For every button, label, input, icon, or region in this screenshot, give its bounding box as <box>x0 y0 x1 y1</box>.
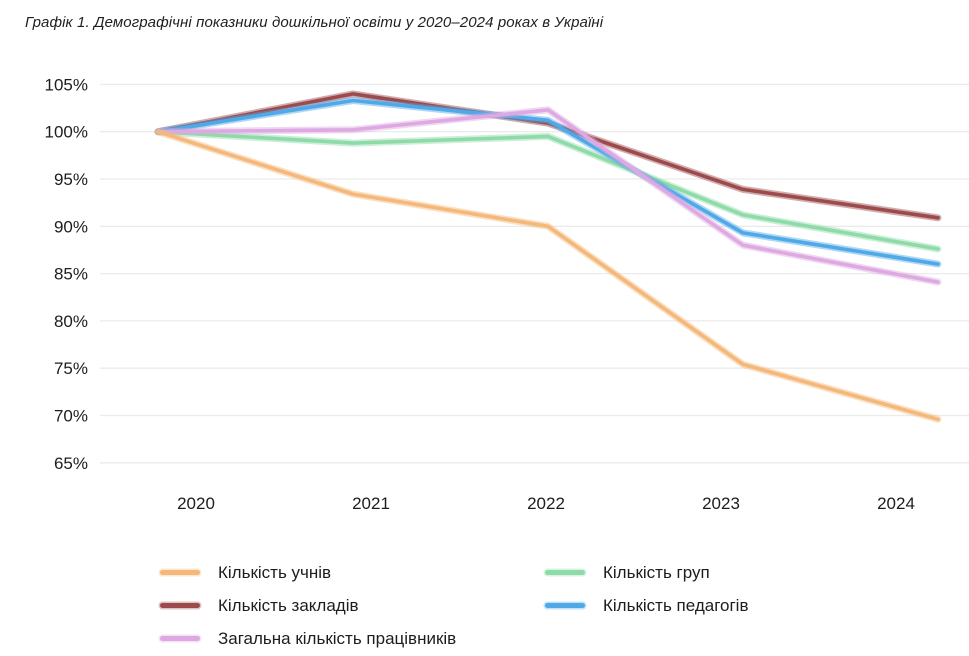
legend-item: Кількість педагогів <box>545 589 749 622</box>
legend-label: Кількість учнів <box>218 562 332 582</box>
legend-swatch <box>160 636 200 641</box>
legend-label: Загальна кількість працівників <box>218 628 457 648</box>
y-tick-label: 75% <box>54 359 88 378</box>
x-tick-label: 2022 <box>527 494 565 513</box>
legend-item: Загальна кількість працівників <box>160 622 456 655</box>
series-line-2 <box>156 108 940 284</box>
legend-column-right: Кількість груп Кількість педагогів <box>545 556 749 622</box>
y-tick-label: 105% <box>45 75 88 94</box>
y-tick-label: 85% <box>54 265 88 284</box>
x-tick-label: 2021 <box>352 494 390 513</box>
legend-item: Кількість закладів <box>160 589 456 622</box>
y-tick-label: 80% <box>54 312 88 331</box>
x-tick-label: 2020 <box>177 494 215 513</box>
series-line-3 <box>156 129 940 251</box>
legend-swatch <box>160 570 200 575</box>
legend-swatch <box>545 570 585 575</box>
series-line-1 <box>156 92 940 220</box>
legend-swatch <box>160 603 200 608</box>
legend-swatch <box>545 603 585 608</box>
legend-label: Кількість закладів <box>218 595 359 615</box>
legend-label: Кількість груп <box>603 562 710 582</box>
series-line-4 <box>156 98 940 266</box>
legend-label: Кількість педагогів <box>603 595 749 615</box>
chart-title: Графік 1. Демографічні показники дошкіль… <box>25 14 604 31</box>
x-tick-label: 2024 <box>877 494 915 513</box>
series-halo-3 <box>154 128 942 253</box>
y-tick-label: 65% <box>54 454 88 473</box>
legend-item: Кількість груп <box>545 556 749 589</box>
line-chart: 105% 100% 95% 90% 85% 80% 75% 70% 65% 2020 2021 202… <box>45 75 969 513</box>
series-halo-0 <box>154 128 942 423</box>
y-tick-label: 100% <box>45 123 88 142</box>
legend-column-left: Кількість учнів Кількість закладів Загальн… <box>160 556 456 655</box>
series-line-0 <box>156 129 940 422</box>
y-tick-label: 90% <box>54 217 88 236</box>
x-tick-label: 2023 <box>702 494 740 513</box>
y-tick-label: 95% <box>54 170 88 189</box>
legend-item: Кількість учнів <box>160 556 456 589</box>
y-tick-label: 70% <box>54 407 88 426</box>
